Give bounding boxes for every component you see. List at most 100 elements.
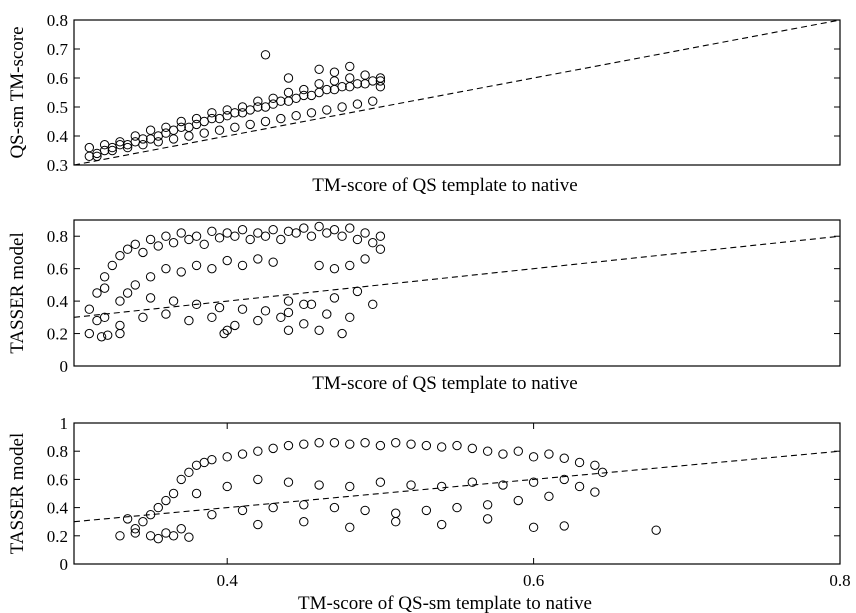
x-axis-label: TM-score of QS template to native <box>312 175 577 196</box>
data-point <box>345 522 355 533</box>
data-point <box>352 79 363 89</box>
data-point <box>253 96 263 106</box>
reference-diagonal-line <box>73 235 841 318</box>
data-point <box>161 122 171 133</box>
data-point <box>421 440 432 451</box>
data-point <box>92 288 102 298</box>
data-point <box>107 260 118 271</box>
data-point <box>268 93 278 104</box>
data-point <box>329 76 340 86</box>
data-point <box>528 452 539 462</box>
data-point <box>322 228 332 238</box>
data-point <box>299 319 309 329</box>
data-point <box>253 474 263 485</box>
data-point <box>268 502 278 513</box>
data-point <box>352 286 363 297</box>
data-point <box>360 438 370 448</box>
data-point <box>352 234 363 245</box>
data-point <box>230 122 240 133</box>
data-point <box>345 260 355 271</box>
data-point <box>99 272 110 282</box>
data-point <box>299 299 309 310</box>
data-point <box>145 134 156 144</box>
plot-frame <box>73 219 841 367</box>
data-point <box>299 517 309 527</box>
plot-frame <box>73 19 841 166</box>
data-point <box>306 299 317 310</box>
data-point <box>130 528 140 538</box>
data-point <box>253 519 263 530</box>
data-point <box>391 517 401 527</box>
data-point <box>115 296 125 306</box>
data-point <box>191 488 202 499</box>
data-point <box>230 108 240 118</box>
data-point <box>130 239 140 250</box>
data-point <box>145 509 156 520</box>
data-point <box>153 502 163 513</box>
data-point <box>260 50 271 60</box>
data-point <box>482 500 493 510</box>
data-point <box>161 495 171 506</box>
data-point <box>360 70 370 80</box>
data-point <box>283 477 294 487</box>
data-point <box>92 151 102 162</box>
data-point <box>314 325 324 336</box>
y-tick-label: 0.8 <box>47 442 68 461</box>
data-point <box>482 446 493 456</box>
data-point <box>168 531 179 541</box>
data-point <box>276 312 286 323</box>
data-point <box>513 446 523 456</box>
x-axis-label: TM-score of QS template to native <box>312 373 577 394</box>
data-point <box>406 439 416 449</box>
data-point <box>138 312 148 323</box>
data-point <box>559 453 569 463</box>
data-point <box>219 328 229 339</box>
data-point <box>161 231 171 241</box>
data-point <box>299 223 309 233</box>
data-point <box>283 96 294 106</box>
y-tick-label: 0 <box>60 357 69 376</box>
data-point <box>329 225 340 235</box>
data-point <box>168 296 179 306</box>
data-point <box>191 260 202 271</box>
data-point <box>237 304 248 314</box>
data-point <box>237 225 248 235</box>
data-point <box>590 460 600 470</box>
data-point <box>168 134 179 144</box>
data-point <box>337 231 347 241</box>
data-point <box>153 241 163 251</box>
data-point <box>176 524 186 534</box>
data-point <box>207 312 217 323</box>
data-point <box>214 125 225 135</box>
data-point <box>115 250 125 261</box>
data-point <box>528 522 539 533</box>
data-point <box>176 228 186 238</box>
data-point <box>360 254 370 264</box>
data-point <box>122 142 133 153</box>
chart-panel-1: 0.3 0.4 0.5 0.6 0.7 0.8 TM-score of QS templat… <box>7 11 841 196</box>
chart-panel-2: 0 0.2 0.4 0.6 0.8 TM-score of QS template to … <box>7 219 841 394</box>
data-point <box>329 438 340 448</box>
data-point <box>391 508 401 518</box>
y-tick-label: 0.4 <box>47 127 69 146</box>
data-point <box>214 302 225 313</box>
x-tick-label: 0.8 <box>829 571 850 590</box>
data-point <box>184 315 194 326</box>
data-point <box>115 328 125 339</box>
data-point <box>222 228 232 238</box>
data-point <box>337 82 347 92</box>
y-axis-label: QS-sm TM-score <box>7 26 28 158</box>
data-point <box>375 76 386 86</box>
data-point <box>283 296 294 306</box>
x-axis-label: TM-score of QS-sm template to native <box>298 593 592 613</box>
data-point <box>498 480 508 490</box>
data-point <box>260 231 271 241</box>
data-point <box>168 488 179 499</box>
data-point <box>329 67 340 77</box>
data-point <box>651 525 661 535</box>
data-point <box>245 119 255 130</box>
y-tick-label: 0 <box>60 555 69 574</box>
data-point <box>329 293 340 303</box>
data-point <box>276 113 286 124</box>
data-point <box>574 457 585 468</box>
